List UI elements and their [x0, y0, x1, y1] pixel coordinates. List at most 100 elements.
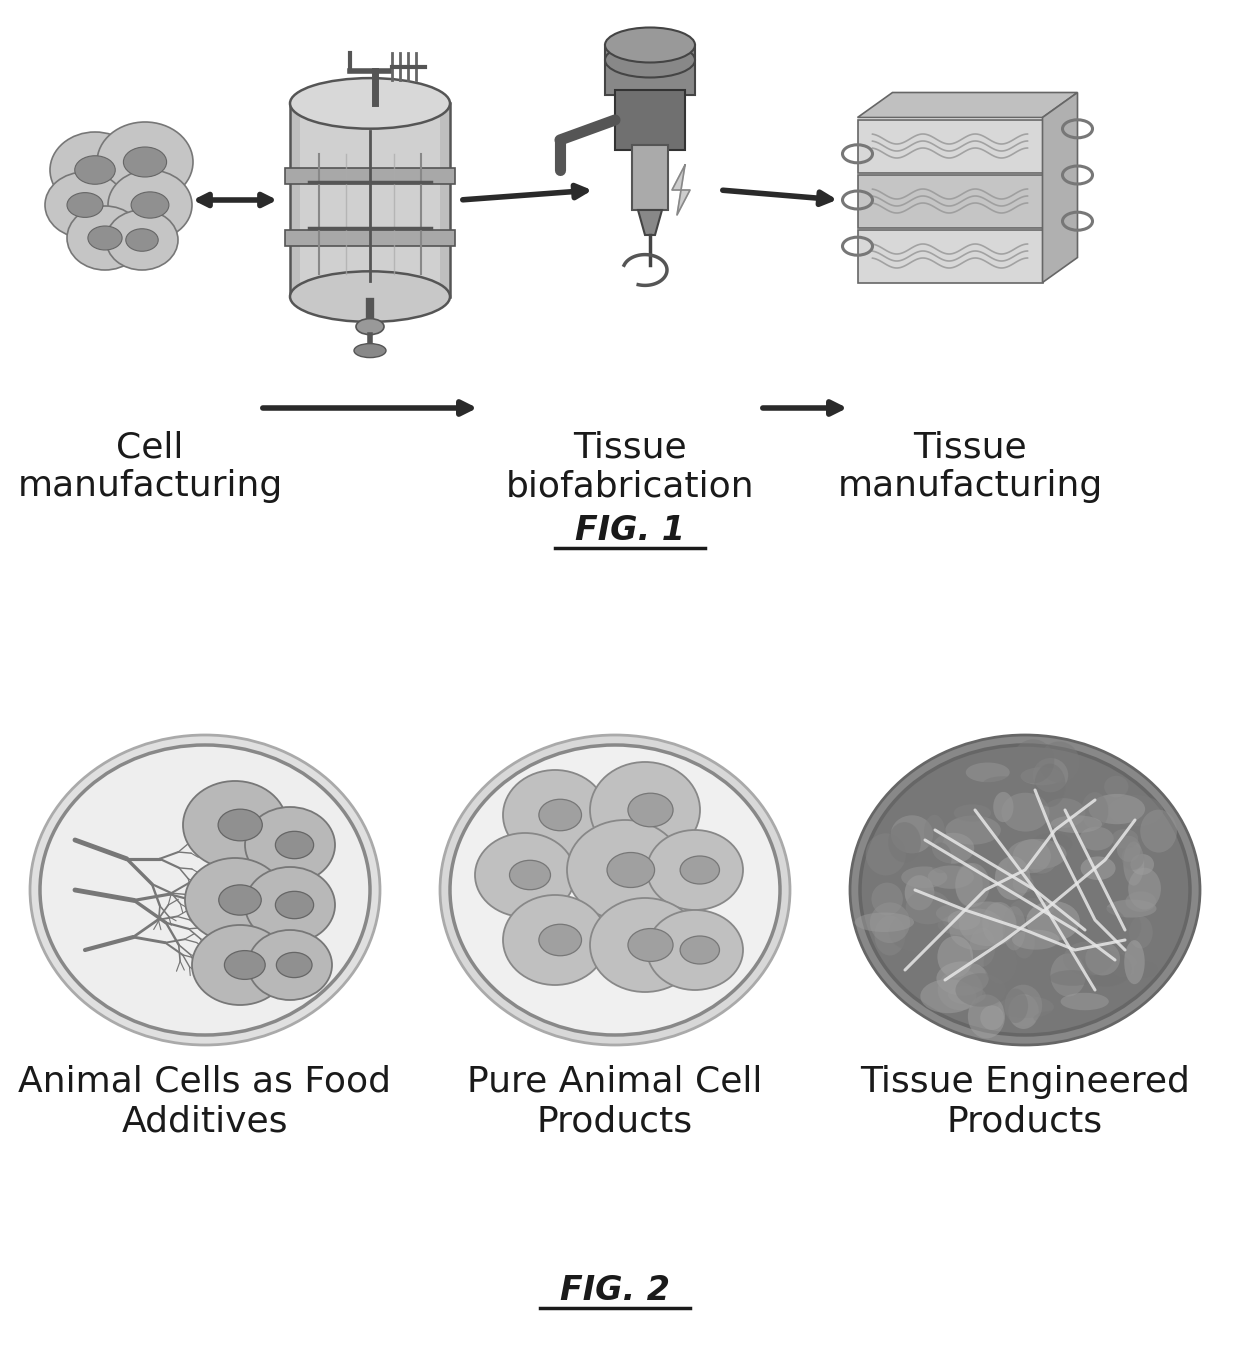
Ellipse shape	[1089, 794, 1146, 824]
Ellipse shape	[1049, 970, 1095, 985]
Text: FIG. 1: FIG. 1	[575, 514, 684, 546]
Ellipse shape	[88, 226, 122, 250]
Bar	[858, 230, 1043, 283]
Ellipse shape	[248, 930, 332, 1000]
Ellipse shape	[924, 815, 945, 849]
Ellipse shape	[605, 27, 694, 63]
Ellipse shape	[67, 193, 103, 217]
Ellipse shape	[874, 916, 905, 955]
Bar	[605, 45, 694, 95]
Ellipse shape	[510, 860, 551, 890]
Ellipse shape	[30, 735, 379, 1045]
Ellipse shape	[959, 901, 1017, 946]
Ellipse shape	[539, 799, 582, 830]
Ellipse shape	[1063, 942, 1114, 976]
Ellipse shape	[954, 805, 991, 822]
Ellipse shape	[1003, 906, 1025, 950]
Ellipse shape	[849, 735, 1200, 1045]
Ellipse shape	[124, 147, 166, 177]
Ellipse shape	[1131, 853, 1154, 875]
Ellipse shape	[888, 822, 921, 863]
Ellipse shape	[993, 792, 1013, 822]
Ellipse shape	[949, 985, 986, 1004]
Ellipse shape	[539, 924, 582, 955]
Ellipse shape	[1011, 898, 1054, 917]
Ellipse shape	[1013, 925, 1035, 958]
Ellipse shape	[920, 980, 976, 1014]
Ellipse shape	[1100, 908, 1141, 946]
Ellipse shape	[1110, 953, 1137, 977]
Ellipse shape	[1126, 892, 1157, 912]
Ellipse shape	[905, 875, 935, 911]
Ellipse shape	[1032, 833, 1073, 855]
Ellipse shape	[1012, 739, 1054, 783]
Ellipse shape	[889, 911, 946, 953]
Ellipse shape	[928, 866, 975, 889]
Polygon shape	[1043, 92, 1078, 283]
Ellipse shape	[680, 856, 719, 883]
Ellipse shape	[105, 211, 179, 270]
Ellipse shape	[1039, 742, 1080, 783]
Ellipse shape	[647, 830, 743, 911]
Ellipse shape	[854, 912, 914, 932]
Ellipse shape	[956, 973, 1006, 1007]
Ellipse shape	[590, 762, 701, 858]
Ellipse shape	[1043, 798, 1085, 828]
Ellipse shape	[1012, 930, 1059, 950]
Ellipse shape	[1002, 792, 1049, 832]
Ellipse shape	[937, 915, 990, 935]
Ellipse shape	[1106, 900, 1157, 917]
Ellipse shape	[567, 819, 683, 920]
Ellipse shape	[982, 902, 1016, 945]
Ellipse shape	[131, 192, 169, 219]
Ellipse shape	[50, 132, 140, 208]
Ellipse shape	[224, 950, 265, 980]
Ellipse shape	[1076, 810, 1110, 829]
Ellipse shape	[950, 909, 1006, 950]
Ellipse shape	[945, 815, 1001, 845]
Ellipse shape	[1111, 829, 1138, 849]
Ellipse shape	[955, 863, 990, 908]
Ellipse shape	[97, 122, 193, 202]
Ellipse shape	[866, 833, 906, 875]
Ellipse shape	[246, 867, 335, 943]
Ellipse shape	[356, 318, 384, 334]
Text: Tissue
biofabrication: Tissue biofabrication	[506, 429, 754, 503]
Ellipse shape	[475, 833, 575, 917]
Bar	[290, 103, 450, 296]
Ellipse shape	[955, 863, 983, 906]
Ellipse shape	[870, 902, 910, 943]
Ellipse shape	[968, 995, 1004, 1038]
Ellipse shape	[966, 762, 1009, 783]
Ellipse shape	[1085, 942, 1120, 976]
Ellipse shape	[872, 882, 903, 916]
Ellipse shape	[1007, 856, 1052, 877]
Text: Animal Cells as Food
Additives: Animal Cells as Food Additives	[19, 1065, 392, 1139]
Ellipse shape	[1004, 985, 1042, 1026]
Bar	[858, 120, 1043, 173]
Ellipse shape	[290, 272, 450, 322]
Ellipse shape	[1038, 868, 1091, 893]
Ellipse shape	[184, 781, 286, 868]
Ellipse shape	[1030, 843, 1063, 868]
Ellipse shape	[275, 892, 314, 919]
Ellipse shape	[1095, 832, 1121, 874]
Ellipse shape	[627, 794, 673, 826]
Ellipse shape	[125, 228, 159, 251]
Ellipse shape	[936, 905, 965, 921]
Ellipse shape	[1065, 882, 1105, 912]
Ellipse shape	[1133, 962, 1157, 977]
Ellipse shape	[1141, 810, 1177, 852]
Text: Pure Animal Cell
Products: Pure Animal Cell Products	[467, 1065, 763, 1139]
Ellipse shape	[998, 996, 1054, 1018]
Bar	[285, 230, 455, 246]
Ellipse shape	[936, 961, 988, 995]
Ellipse shape	[937, 936, 973, 977]
Ellipse shape	[1021, 768, 1063, 786]
Ellipse shape	[218, 809, 263, 841]
Ellipse shape	[246, 807, 335, 883]
Ellipse shape	[1050, 815, 1102, 833]
Ellipse shape	[277, 953, 312, 977]
Ellipse shape	[1034, 764, 1065, 807]
Bar	[300, 107, 440, 292]
